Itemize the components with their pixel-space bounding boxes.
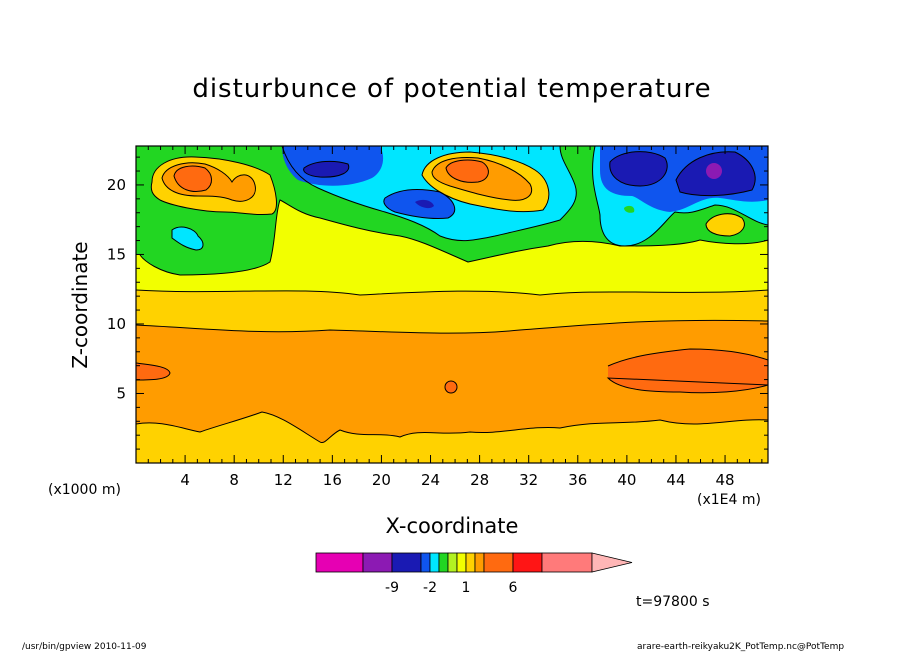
blob-dark-orange-left: [174, 166, 212, 192]
x-unit-left: (x1000 m): [48, 482, 121, 498]
colorbar-swatch: [465, 552, 476, 573]
x-tick-label: 20: [372, 471, 391, 489]
y-tick-label: 15: [107, 245, 126, 263]
x-tick-label: 44: [666, 471, 685, 489]
y-tick-label: 10: [107, 315, 126, 333]
colorbar-label: -2: [423, 580, 437, 596]
x-tick-label: 36: [568, 471, 587, 489]
colorbar-swatch: [438, 552, 449, 573]
spot-dark-orange: [444, 380, 458, 394]
region-dark-orange-right: [608, 349, 768, 393]
x-tick-label: 4: [180, 471, 190, 489]
colorbar-label: 6: [509, 580, 518, 596]
colorbar-swatch: [447, 552, 458, 573]
y-axis-label: Z-coordinate: [68, 241, 92, 369]
chart-title: disturbunce of potential temperature: [192, 74, 712, 104]
plot-frame: [135, 145, 769, 464]
colorbar-swatch: [420, 552, 431, 573]
colorbar-swatch: [483, 552, 514, 573]
contour-fields: [136, 146, 768, 463]
colorbar-swatch: [512, 552, 543, 573]
x-axis-label: X-coordinate: [385, 514, 519, 538]
y-tick-label: 5: [116, 384, 126, 402]
y-tick-label: 20: [107, 176, 126, 194]
colorbar-arrow: [591, 552, 633, 573]
colorbar-swatch: [456, 552, 467, 573]
y-axis: 5 10 15 20: [107, 156, 768, 450]
time-label: t=97800 s: [636, 594, 710, 610]
x-tick-label: 24: [421, 471, 440, 489]
x-tick-label: 28: [470, 471, 489, 489]
footer-left: /usr/bin/gpview 2010-11-09: [22, 642, 147, 652]
region-green-small-right: [624, 205, 635, 213]
colorbar-swatch: [362, 552, 393, 573]
colorbar-swatch: [391, 552, 422, 573]
x-tick-label: 40: [617, 471, 636, 489]
spot-purple: [706, 163, 722, 179]
x-tick-label: 12: [274, 471, 293, 489]
footer-right: arare-earth-reikyaku2K_PotTemp.nc@PotTem…: [637, 642, 845, 652]
x-axis: 4 8 12 16 20 24 28 32 36 40 44 48: [147, 146, 763, 489]
x-unit-right: (x1E4 m): [697, 492, 761, 508]
blob-gold-right: [706, 213, 745, 236]
region-dark-blue-mid: [415, 199, 434, 209]
colorbar-label: -9: [385, 580, 399, 596]
colorbar-label: 1: [462, 580, 471, 596]
contour-lines: [136, 146, 768, 444]
region-cyan-small: [172, 227, 204, 250]
x-tick-label: 48: [716, 471, 735, 489]
x-tick-label: 16: [323, 471, 342, 489]
region-dark-blue-left: [303, 161, 349, 178]
colorbar-swatch: [474, 552, 485, 573]
blob-dark-orange-mid: [446, 160, 489, 183]
colorbar-swatch: [429, 552, 440, 573]
region-dark-blue-right-1: [609, 151, 668, 186]
colorbar-swatch: [541, 552, 593, 573]
x-tick-label: 32: [519, 471, 538, 489]
region-gold-bottom: [136, 412, 324, 463]
colorbar-swatch: [315, 552, 364, 573]
colorbar: -9 -2 1 6: [315, 552, 633, 596]
x-tick-label: 8: [229, 471, 239, 489]
